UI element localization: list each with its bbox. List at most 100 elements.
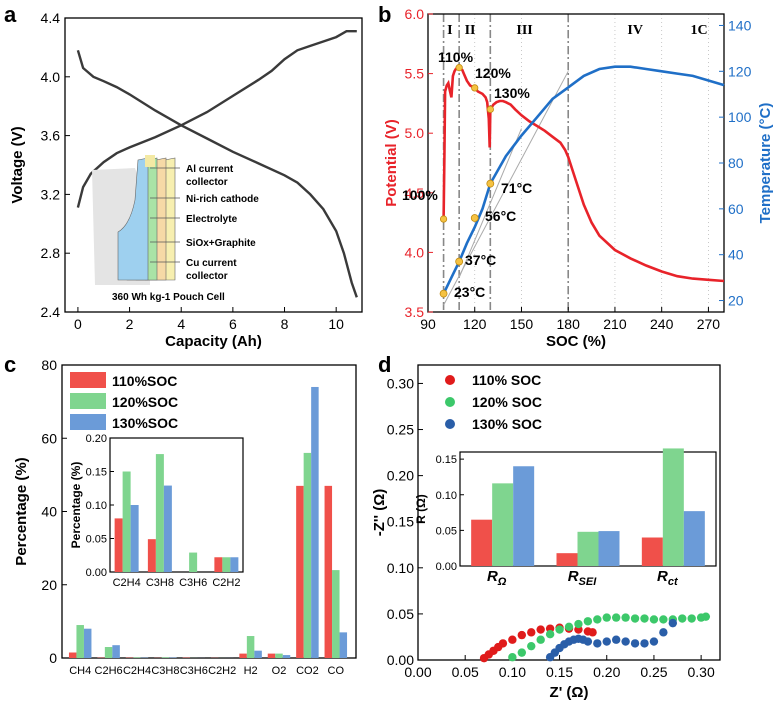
nyquist-point [498,639,508,648]
nyquist-point [583,617,593,626]
bar-CH4-1 [76,625,84,658]
x-tick-label: 120 [463,316,487,332]
y-tick-label: 3.6 [41,128,61,144]
y2-tick-label: 140 [728,17,752,33]
region-label-1C: 1C [691,23,708,38]
y-tick-label: 0.20 [387,468,414,484]
inset-bar-1-0 [556,553,578,566]
inset-y-axis-label: R (Ω) [414,494,428,524]
nyquist-point [630,614,640,623]
panel-letter-b: b [378,2,391,27]
x-tick-label: 4 [177,316,185,332]
inset-x-tick-label: C2H2 [212,577,240,589]
inset-bar-C3H8-1 [155,454,164,572]
inset-bar-C3H8-0 [147,539,156,572]
x-tick-label: C3H6 [180,665,208,677]
inset-bar-C3H6-1 [189,552,198,572]
y-tick-label: 40 [41,504,57,520]
x-tick-label: 2 [126,316,134,332]
potential-marker [486,105,494,113]
annot-130: 130% [494,85,530,101]
y-tick-label: 4.0 [41,69,61,85]
inset-y-tick-label: 0.10 [86,500,107,512]
x-tick-label: 90 [420,316,436,332]
nyquist-point [621,613,630,622]
y2-tick-label: 120 [728,63,752,79]
nyquist-point [630,639,640,648]
inset-bar-1-1 [577,531,599,566]
region-label-II: II [465,23,476,38]
legend-label-2: 130% SOC [472,416,542,432]
annot-71: 71°C [501,180,532,196]
y-tick-label: 0 [49,650,57,666]
bar-CO2-2 [311,386,319,658]
nyquist-point [517,648,527,657]
y-tick-label: 4.0 [405,244,425,260]
region-label-I: I [447,23,452,38]
inset-x-tick-label: RSEI [568,568,598,588]
label-cathode: Ni-rich cathode [186,194,259,205]
legend-swatch-0 [70,372,106,388]
potential-marker [471,84,479,92]
y-tick-label: 5.5 [405,66,425,82]
panel-letter-d: d [378,352,391,377]
inset-y-tick-label: 0.00 [436,561,457,573]
legend-marker-2 [445,419,455,429]
temperature-marker [486,179,495,188]
inset-y-tick-label: 0.10 [436,490,457,502]
x-tick-label: 0.05 [452,664,479,680]
y-tick-label: 2.4 [41,304,61,320]
bar-C2H4-1 [133,657,141,658]
bar-H2-0 [239,653,247,658]
inset-x-tick-label: RΩ [487,568,507,588]
panel-letter-a: a [4,2,17,27]
y-tick-label: 60 [41,430,57,446]
x-tick-label: C2H2 [208,665,236,677]
y-tick-label: 2.8 [41,245,61,261]
bar-H2-1 [246,636,255,658]
nyquist-point [517,630,527,640]
y-tick-label: 0.05 [387,606,414,622]
temperature-marker [470,214,479,222]
bar-O2-0 [267,653,276,658]
bar-CO2-0 [296,485,304,658]
legend-label-0: 110% SOC [472,372,541,388]
inset-bar-0-1 [492,483,514,566]
annot-100: 100% [402,187,438,203]
x-tick-label: 270 [697,316,721,332]
inset-y-tick-label: 0.15 [86,467,107,479]
potential-marker [455,64,463,72]
nyquist-point [583,637,593,646]
inset-x-tick-label: C2H4 [113,577,141,589]
nyquist-point [564,622,574,632]
inset-bar-2-2 [683,511,705,566]
y-tick-label: 80 [41,357,57,373]
x-tick-label: 210 [603,316,627,332]
x-tick-label: CO [328,665,345,677]
x-tick-label: 0.15 [546,664,573,680]
y-tick-label: 0.30 [387,375,414,391]
y2-tick-label: 40 [728,247,744,263]
x-axis-label: Z' (Ω) [550,684,589,701]
x-tick-label: H2 [244,665,258,677]
inset-bar-C2H2-1 [222,557,231,572]
nyquist-point [536,635,545,644]
bar-C2H6-2 [112,645,120,658]
plot-frame [64,17,363,313]
x-tick-label: C3H8 [151,665,179,677]
inset-y-tick-label: 0.05 [86,534,107,546]
y-tick-label: 6.0 [405,6,425,22]
inset-bar-0-2 [513,466,535,566]
y-axis-label: -Z'' (Ω) [371,489,388,536]
legend-label-1: 120%SOC [112,394,178,410]
bar-CH4-0 [68,652,77,658]
nyquist-point [659,628,668,637]
annot-110: 110% [438,49,474,65]
y-tick-label: 3.2 [41,186,61,202]
x-tick-label: 0.00 [404,664,431,680]
nyquist-point [536,625,545,634]
x-tick-label: 240 [650,316,674,332]
x-tick-label: 0.10 [499,664,526,680]
